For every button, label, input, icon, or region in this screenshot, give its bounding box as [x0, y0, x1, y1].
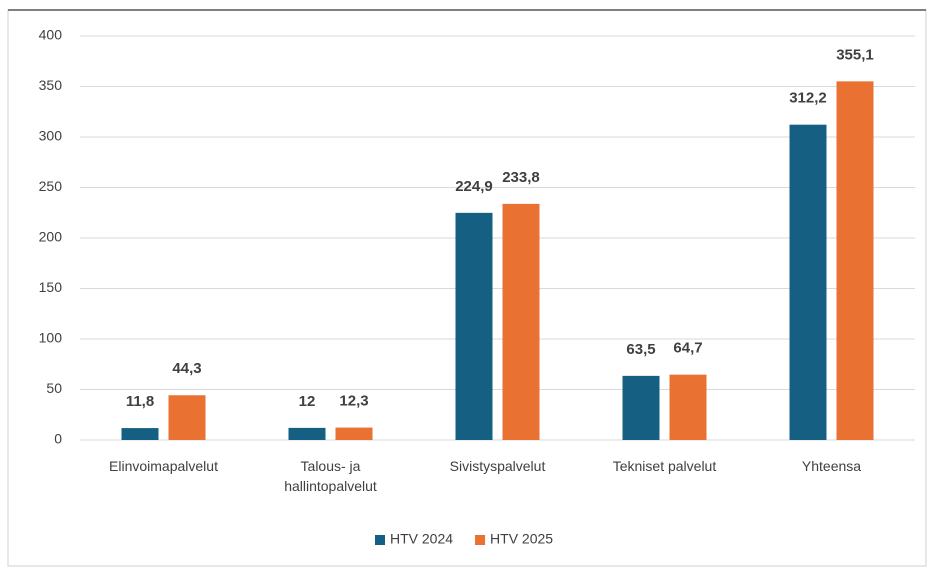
bar: [335, 427, 373, 440]
x-tick-label: Elinvoimapalvelut: [109, 458, 218, 474]
legend-label: HTV 2025: [490, 531, 553, 547]
legend-swatch: [475, 535, 486, 545]
y-tick-label: 350: [39, 77, 63, 93]
y-tick-label: 250: [39, 178, 63, 194]
y-tick-label: 150: [39, 279, 63, 295]
bar: [622, 375, 660, 440]
value-label: 233,8: [502, 169, 540, 186]
value-label: 11,8: [126, 393, 154, 410]
bar: [836, 81, 874, 440]
y-tick-label: 400: [39, 27, 63, 43]
value-label: 12: [299, 393, 316, 410]
bar: [121, 428, 159, 440]
y-tick-label: 0: [54, 431, 62, 447]
x-tick-label: Tekniset palvelut: [612, 458, 717, 474]
bar: [789, 124, 827, 440]
value-label: 63,5: [626, 341, 655, 358]
value-label: 12,3: [339, 393, 368, 410]
y-tick-label: 50: [46, 380, 62, 396]
value-label: 64,7: [673, 340, 702, 357]
bar: [168, 395, 206, 440]
value-label: 312,2: [789, 90, 827, 107]
bar: [288, 427, 326, 440]
y-tick-label: 200: [39, 229, 63, 245]
bar: [669, 374, 707, 440]
value-label: 44,3: [172, 360, 201, 377]
x-tick-label: Talous- ja hallintopalvelut: [284, 458, 377, 494]
value-label: 224,9: [455, 178, 493, 195]
value-label: 355,1: [836, 46, 874, 63]
legend-swatch: [375, 535, 385, 545]
y-tick-label: 300: [39, 128, 63, 144]
bar: [455, 212, 493, 440]
legend-label: HTV 2024: [390, 531, 453, 547]
y-tick-label: 100: [39, 330, 63, 346]
x-tick-label: Yhteensa: [801, 458, 862, 474]
x-tick-label: Sivistyspalvelut: [449, 458, 546, 474]
bar: [502, 203, 540, 440]
